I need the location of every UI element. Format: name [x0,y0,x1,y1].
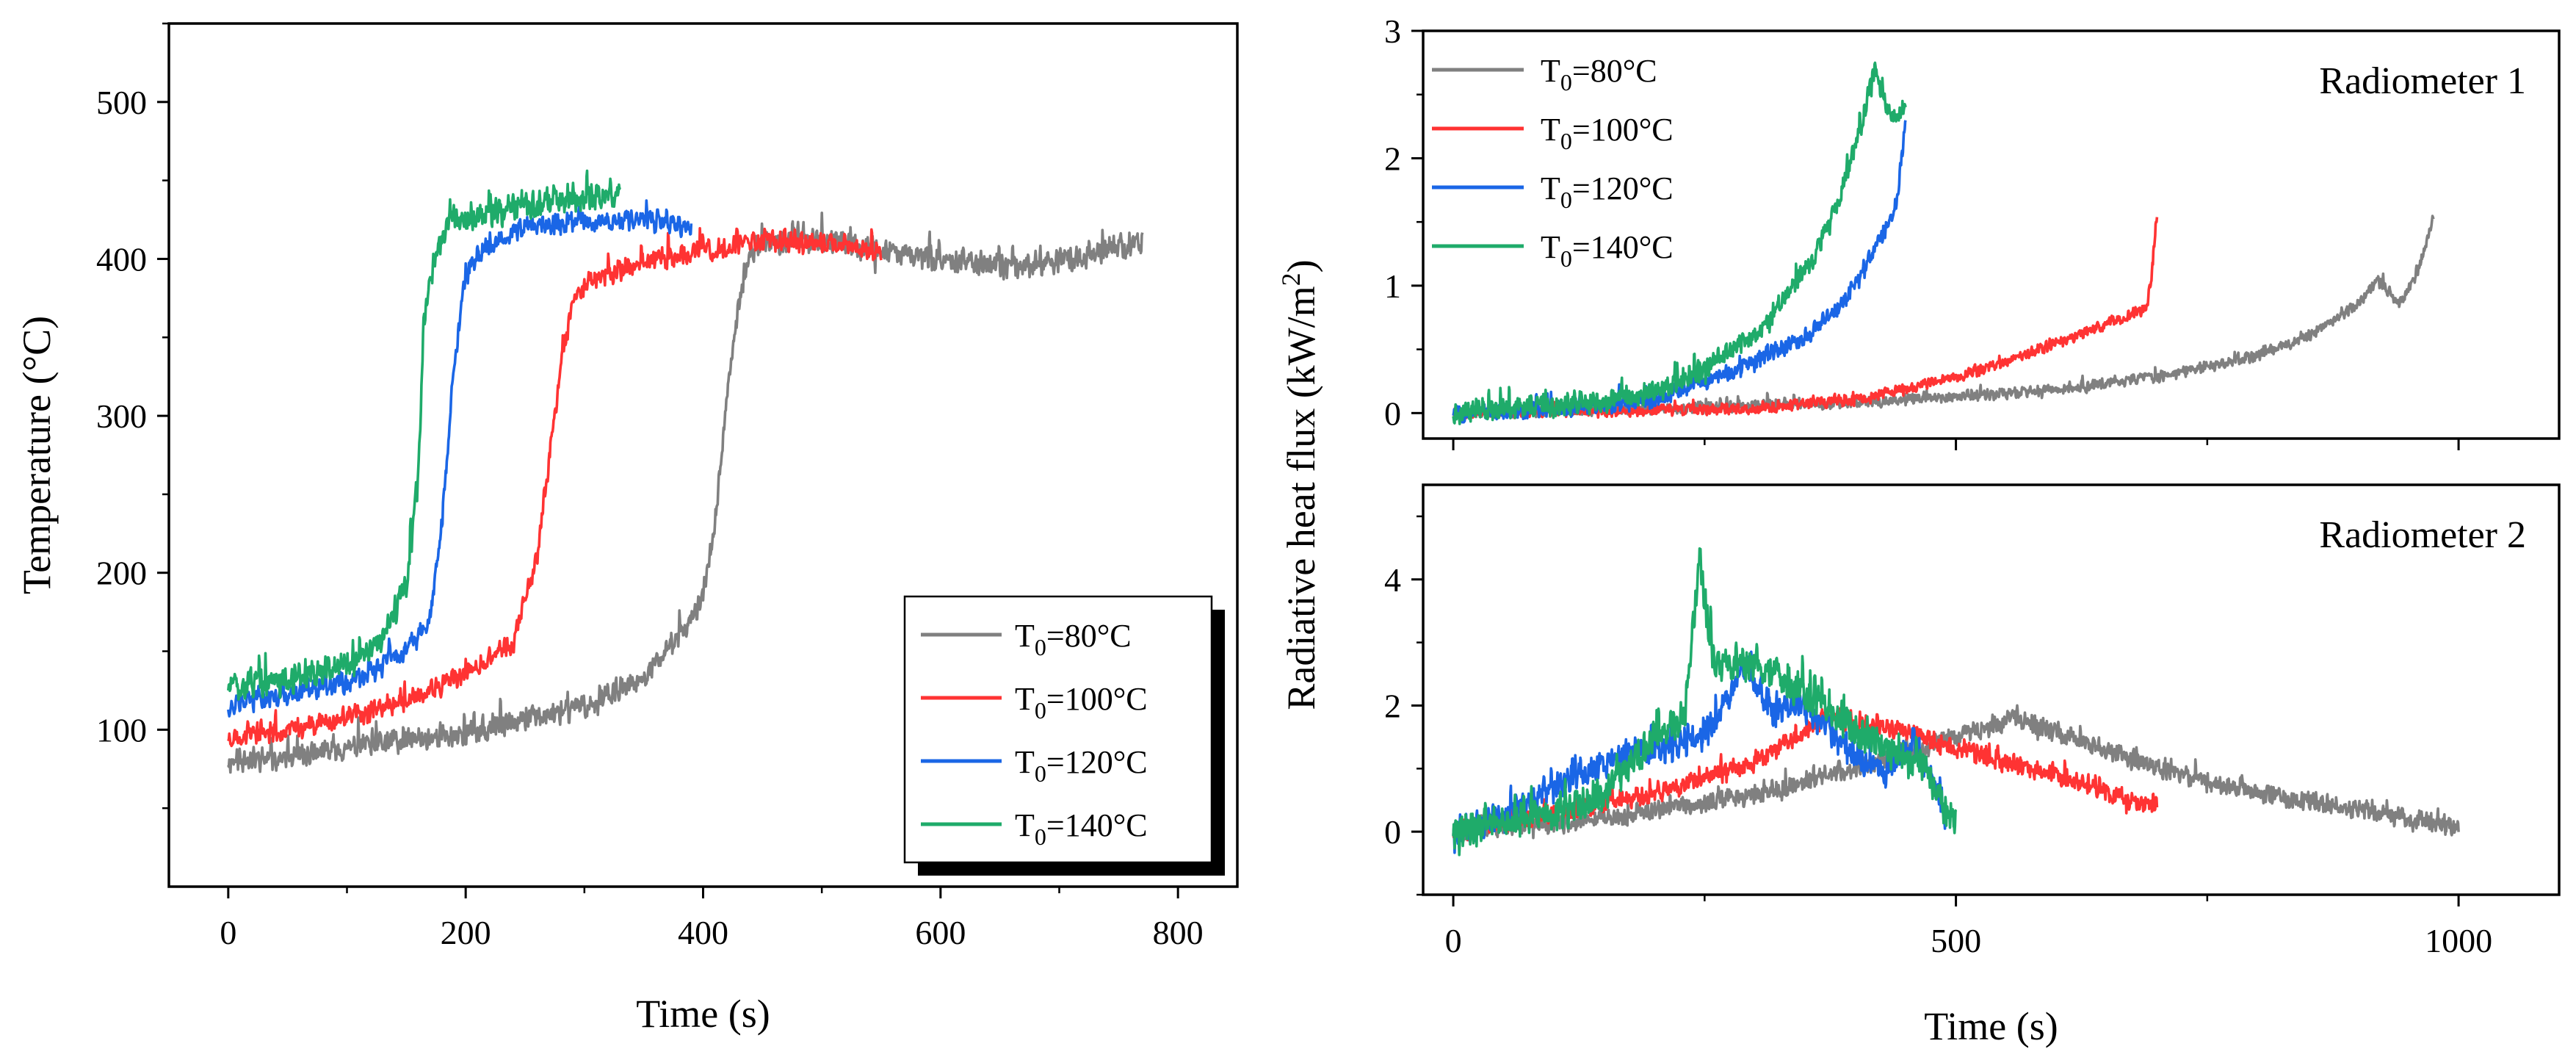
panel-annotation: Radiometer 2 [2319,514,2526,556]
x-tick-label: 400 [678,914,728,951]
y-axis-label: Temperature (°C) [15,316,59,594]
legend-temperature: T0=80°C T0=100°C T0=120°C T0=140°C [903,595,1225,876]
legend-item: T0=120°C [1432,170,1674,213]
y-axis-label-radiative: Radiative heat flux (kW/m2) [1276,259,1323,710]
series-line-temperature-1 [227,227,883,748]
legend-item: T0=140°C [1432,229,1674,272]
legend-item: T0=140°C [921,807,1148,850]
x-tick-label: 500 [1931,922,1981,959]
panel-radiometer-2: 0 500 1000 0 2 4 Time (s) Radiometer 2 [1384,483,2561,1048]
series-line-radiometer-1-3 [1452,61,1907,425]
legend-item: T0=80°C [1432,53,1657,95]
x-tick-label: 600 [915,914,966,951]
x-tick-label: 800 [1153,914,1204,951]
panel-radiometer-1: 0 1 2 3 Radiometer 1 [1384,12,2561,450]
x-tick-label: 0 [220,914,236,951]
series-line-temperature-0 [227,212,1144,774]
legend-label: T0=140°C [1015,807,1148,850]
x-axis-label: Time (s) [1924,1004,2058,1048]
legend-item: T0=80°C [921,618,1132,660]
y-tick-label: 200 [96,555,147,592]
y-tick-label: 3 [1384,12,1401,50]
series-line-radiometer-2-1 [1452,707,2159,842]
y-tick-label: 0 [1384,394,1401,432]
legend-radiometer: T0=80°C T0=100°C T0=120°C T0=140°C [1432,53,1674,272]
y-tick-label: 2 [1384,687,1401,724]
x-axis-label: Time (s) [636,992,770,1036]
legend-item: T0=100°C [1432,112,1674,154]
axes-frame [1422,483,2561,896]
series-line-radiometer-1-2 [1452,120,1907,424]
legend-box [903,595,1213,864]
plot-area [1452,547,2460,857]
panel-annotation: Radiometer 1 [2319,60,2526,102]
legend-item: T0=120°C [921,744,1148,787]
y-tick-label: 4 [1384,561,1401,599]
y-tick-label: 100 [96,711,147,749]
plot-area [1452,61,2435,425]
legend-label: T0=100°C [1015,681,1148,724]
y-tick-label: 400 [96,240,147,278]
plot-area [227,169,1144,774]
legend-label: T0=120°C [1015,744,1148,787]
series-line-radiometer-1-0 [1452,214,2435,419]
legend-label: T0=80°C [1015,618,1132,660]
y-tick-label: 500 [96,84,147,121]
y-tick-label: 0 [1384,813,1401,851]
x-tick-label: 0 [1445,922,1462,959]
y-tick-label: 1 [1384,267,1401,305]
y-tick-label: 300 [96,397,147,435]
legend-label: T0=80°C [1541,53,1657,95]
legend-label: T0=140°C [1541,229,1674,272]
panel-temperature: 0 200 400 600 800 100 200 300 400 500 Time (s) Temp… [15,22,1239,1036]
legend-label: T0=100°C [1541,112,1674,154]
x-tick-label: 200 [441,914,491,951]
series-line-radiometer-2-0 [1452,704,2460,845]
y-tick-label: 2 [1384,140,1401,177]
x-tick-label: 1000 [2425,922,2492,959]
series-line-radiometer-2-3 [1452,547,1958,857]
legend-label: T0=120°C [1541,170,1674,213]
axes-frame [1422,29,2561,440]
legend-item: T0=100°C [921,681,1148,724]
series-line-temperature-3 [227,169,621,701]
